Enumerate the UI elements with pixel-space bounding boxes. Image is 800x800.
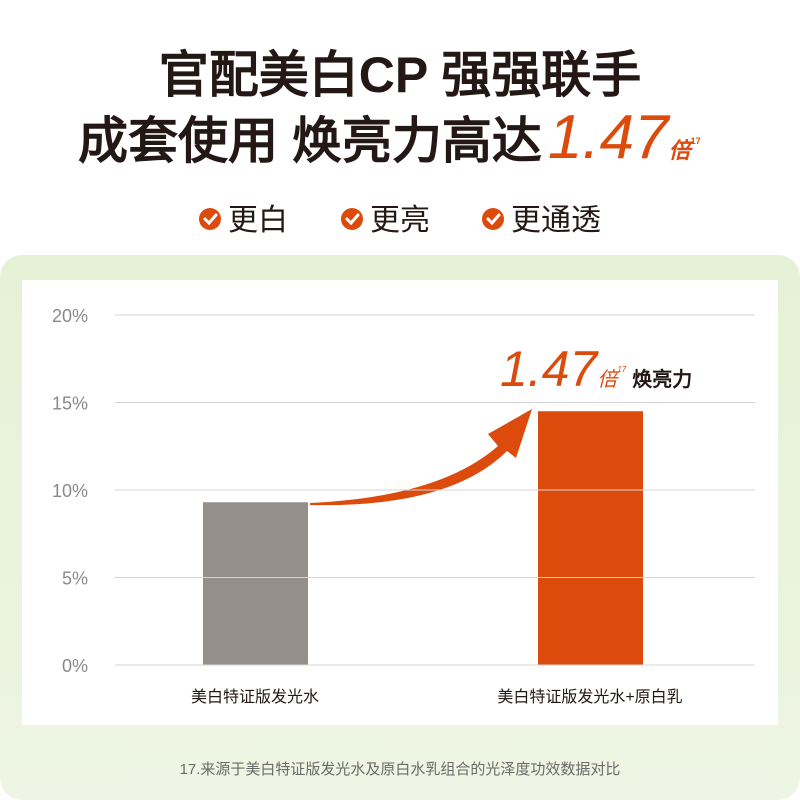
- title-line2: 成套使用 焕亮力高达1.47倍17: [78, 103, 701, 172]
- y-tick-label: 5%: [62, 569, 88, 589]
- annotation: 1.47倍17 焕亮力: [500, 341, 692, 397]
- check-mark: [345, 213, 360, 226]
- features: 更白 更亮 更通透: [199, 204, 601, 237]
- annotation-text: 焕亮力: [632, 367, 692, 391]
- title-line1: 官配美白CP 强强联手: [159, 47, 641, 103]
- chart-box: [22, 280, 778, 725]
- y-tick-label: 20%: [52, 306, 88, 326]
- y-tick-label: 0%: [62, 656, 88, 676]
- annotation-sup: 17: [617, 365, 626, 374]
- bar: [538, 411, 643, 665]
- title-sup: 17: [691, 136, 701, 146]
- check-mark: [203, 213, 218, 226]
- bar: [203, 502, 308, 665]
- check-icon: [482, 208, 504, 230]
- annotation-number: 1.47: [500, 341, 600, 397]
- check-icon: [341, 208, 363, 230]
- arrow: [310, 409, 532, 506]
- title-number: 1.47: [548, 103, 671, 172]
- title-unit: 倍: [669, 138, 694, 163]
- footnote: 17.来源于美白特证版发光水及原白水乳组合的光泽度功效数据对比: [180, 761, 621, 778]
- x-tick-label: 美白特证版发光水+原白乳: [497, 688, 682, 706]
- title-text: 成套使用 焕亮力高达: [78, 113, 542, 169]
- check-mark: [486, 213, 501, 226]
- check-icon: [199, 208, 221, 230]
- feature-label: 更亮: [370, 204, 430, 237]
- feature-label: 更白: [228, 204, 288, 237]
- x-tick-label: 美白特证版发光水: [191, 688, 319, 706]
- feature-label: 更通透: [511, 204, 601, 237]
- y-tick-label: 15%: [52, 394, 88, 414]
- annotation-unit: 倍: [597, 369, 620, 391]
- y-tick-label: 10%: [52, 481, 88, 501]
